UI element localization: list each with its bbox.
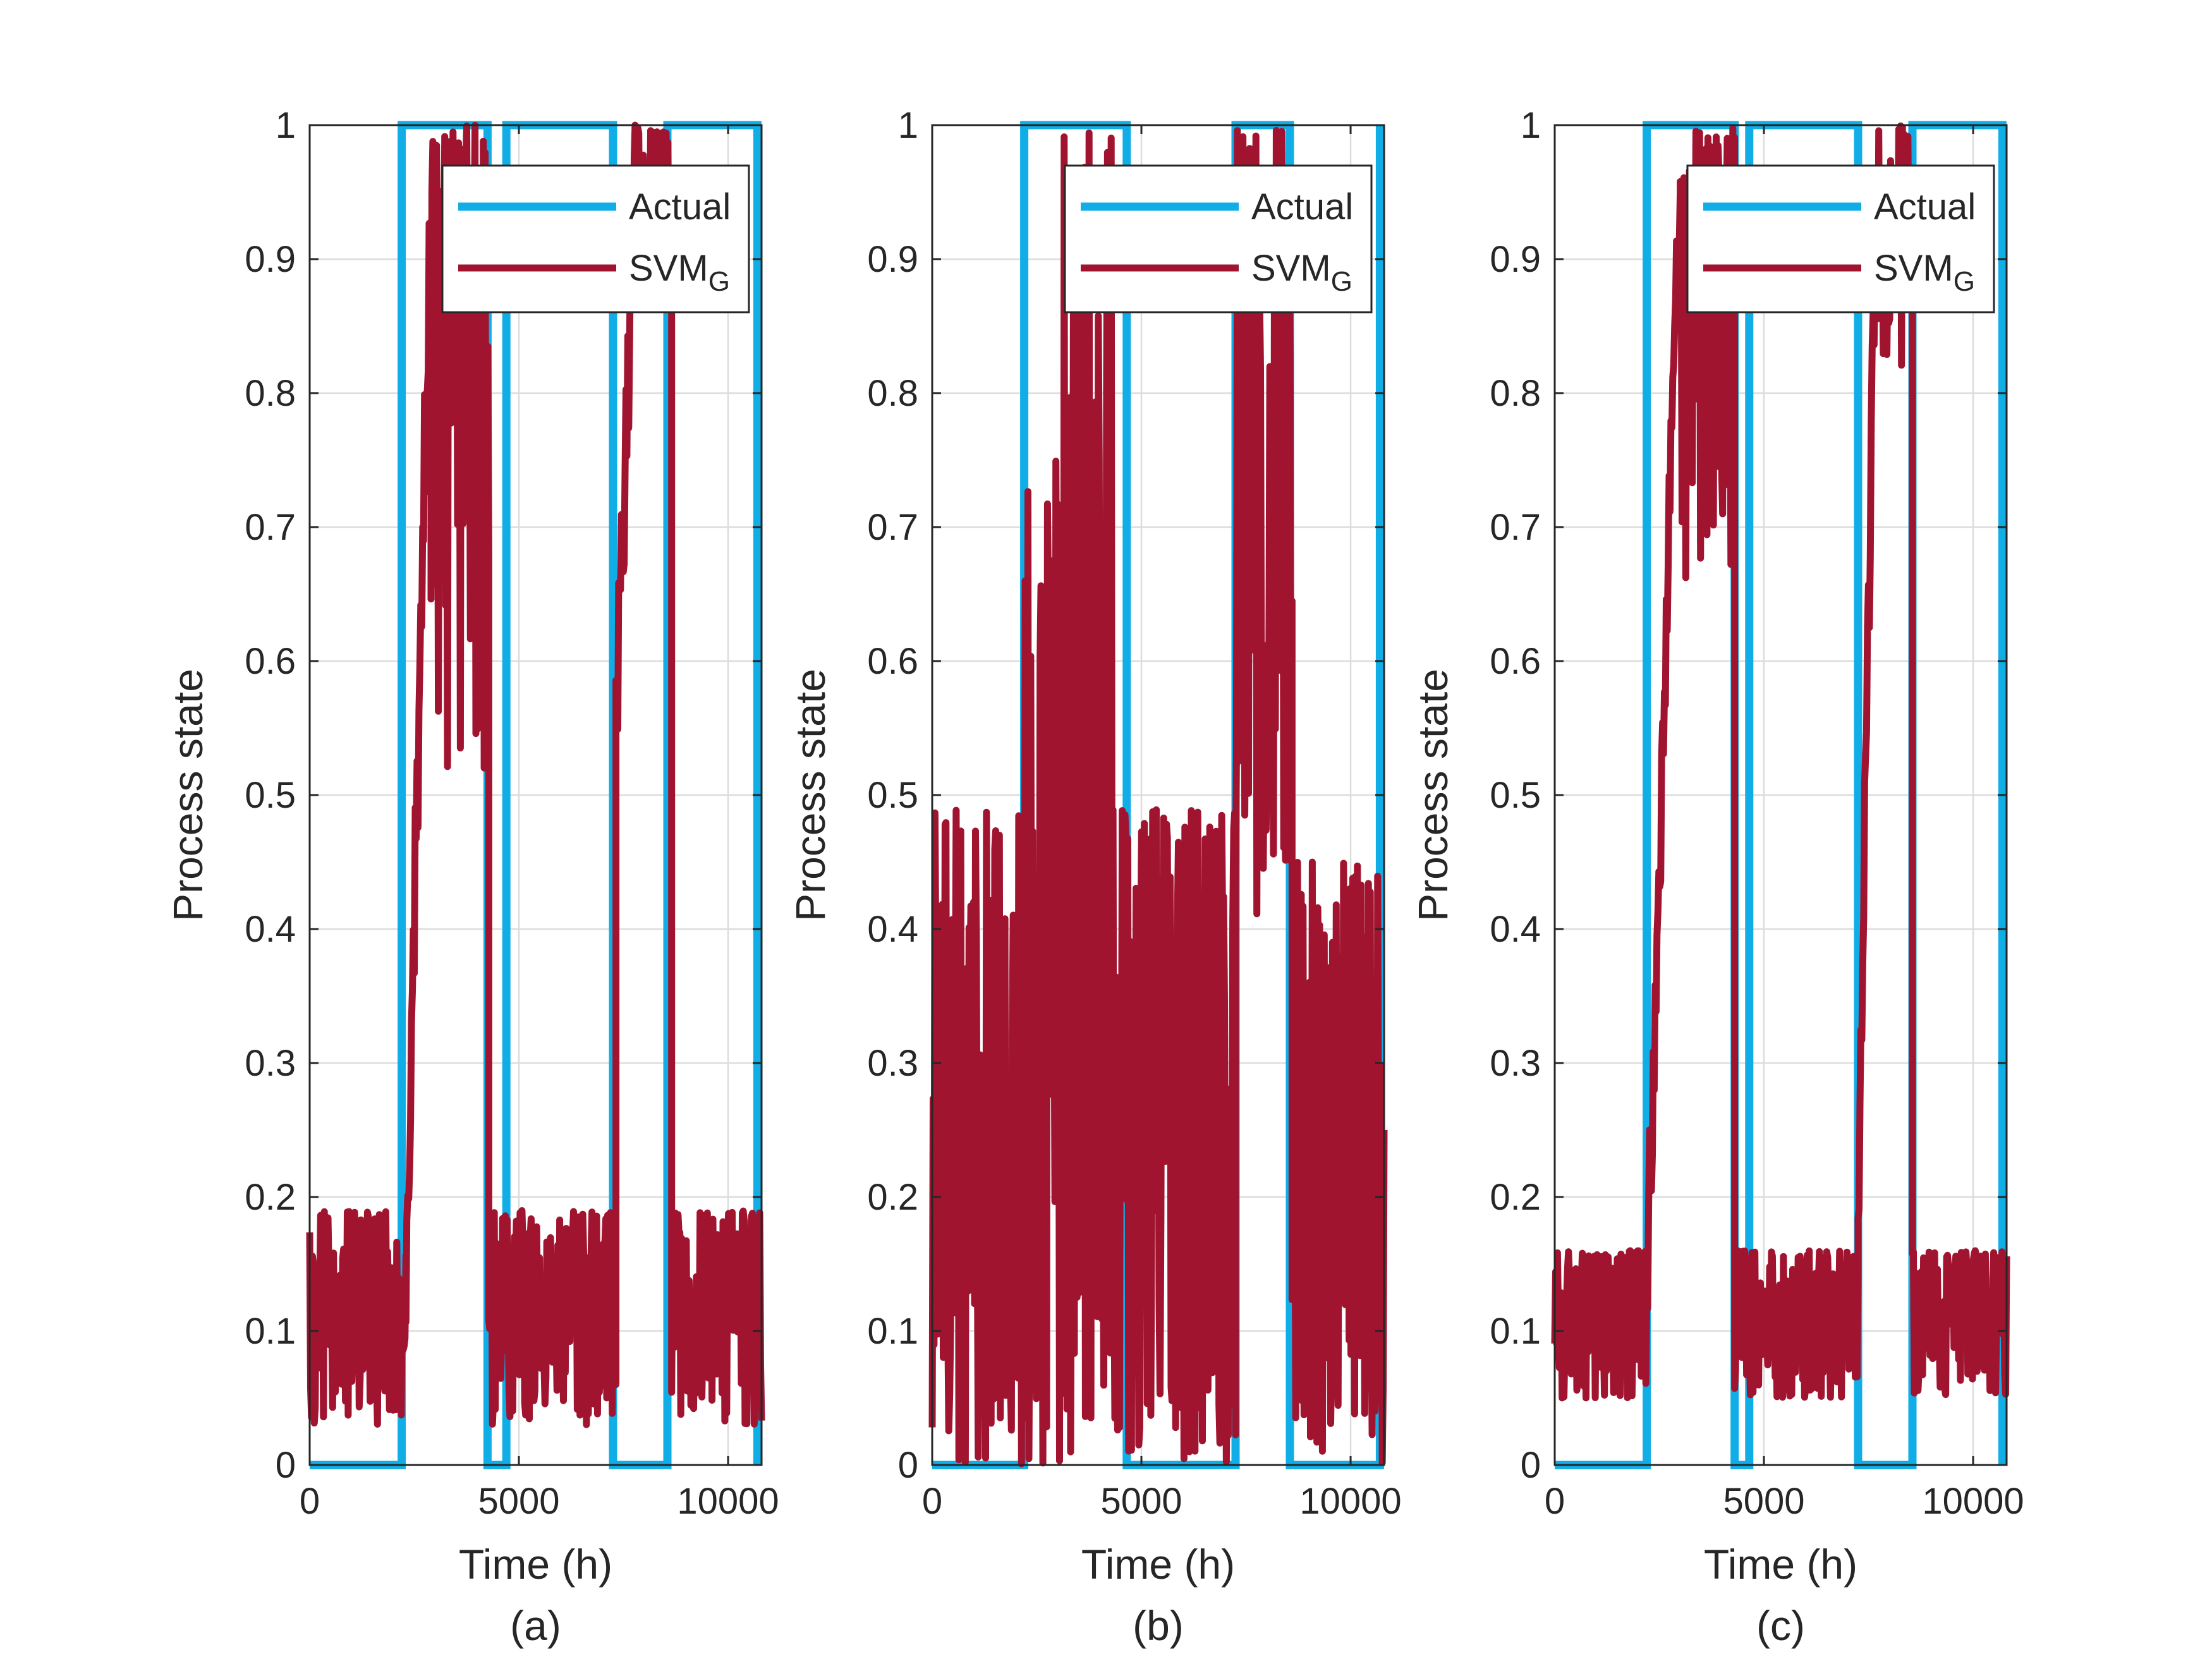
y-tick-label: 0.6 — [867, 641, 918, 682]
y-tick-label: 0 — [1521, 1445, 1541, 1486]
y-tick-label: 0.9 — [867, 239, 918, 280]
y-tick-label: 0 — [898, 1445, 918, 1486]
legend-entry-label: SVMG — [1874, 248, 1975, 297]
y-tick-label: 0 — [276, 1445, 296, 1486]
x-tick-label: 10000 — [677, 1481, 779, 1522]
y-axis-label: Process state — [164, 669, 211, 921]
y-tick-label: 0.6 — [245, 641, 296, 682]
legend: Actual SVMG — [1064, 164, 1373, 313]
y-tick-label: 0.7 — [1490, 507, 1541, 548]
x-tick-label: 5000 — [1723, 1481, 1805, 1522]
legend-label-text: SVM — [1251, 248, 1331, 289]
legend-label-subscript: G — [1954, 266, 1975, 297]
y-tick-label: 0.4 — [1490, 909, 1541, 950]
y-tick-label: 0.8 — [245, 373, 296, 414]
x-tick-label: 0 — [1545, 1481, 1565, 1522]
legend-label-subscript: G — [708, 266, 730, 297]
series-svm-line — [928, 127, 1388, 1468]
y-tick-label: 0.9 — [1490, 239, 1541, 280]
y-tick-label: 0.1 — [867, 1311, 918, 1352]
legend: Actual SVMG — [441, 164, 750, 313]
x-axis-label: Time (h) — [1704, 1541, 1857, 1588]
y-tick-label: 0.8 — [1490, 373, 1541, 414]
y-tick-label: 0.2 — [1490, 1177, 1541, 1218]
x-tick-label: 10000 — [1299, 1481, 1401, 1522]
panel-label: (b) — [1133, 1602, 1184, 1649]
legend-label-text: Actual — [1251, 186, 1353, 228]
panel-label: (a) — [510, 1602, 561, 1649]
y-tick-label: 0.2 — [245, 1177, 296, 1218]
legend-label-text: SVM — [1874, 248, 1954, 289]
legend-entry-label: Actual — [1874, 186, 1976, 228]
y-tick-label: 0.4 — [245, 909, 296, 950]
y-tick-label: 0.7 — [245, 507, 296, 548]
y-tick-label: 0.9 — [245, 239, 296, 280]
legend-box — [1686, 164, 1995, 313]
x-tick-label: 0 — [922, 1481, 942, 1522]
y-tick-label: 1 — [1521, 105, 1541, 146]
legend-entry-label: Actual — [629, 186, 731, 228]
y-tick-label: 1 — [276, 105, 296, 146]
x-tick-label: 10000 — [1922, 1481, 2024, 1522]
legend-entry-label: SVMG — [1251, 248, 1352, 297]
legend-label-text: SVM — [629, 248, 708, 289]
chart-panel-c: 0 0.1 0.2 0.3 0.4 0.5 0.6 0.7 0.8 0.9 1 0 5000 10000 T… — [1409, 105, 2024, 1649]
x-tick-label: 5000 — [478, 1481, 560, 1522]
legend-label-subscript: G — [1331, 266, 1352, 297]
y-tick-label: 0.3 — [245, 1043, 296, 1084]
y-tick-label: 0.8 — [867, 373, 918, 414]
panel-label: (c) — [1756, 1602, 1805, 1649]
y-tick-label: 0.5 — [245, 775, 296, 816]
series-svm-line — [1551, 122, 2010, 1402]
y-tick-label: 1 — [898, 105, 918, 146]
x-tick-label: 0 — [300, 1481, 320, 1522]
legend-box — [1064, 164, 1373, 313]
chart-panel-b: 0 0.1 0.2 0.3 0.4 0.5 0.6 0.7 0.8 0.9 1 0 5000 10000 T… — [787, 105, 1402, 1649]
y-tick-label: 0.6 — [1490, 641, 1541, 682]
legend-box — [441, 164, 750, 313]
chart-panel-a: 0 0.1 0.2 0.3 0.4 0.5 0.6 0.7 0.8 0.9 1 0 5000 10000 T… — [164, 105, 779, 1649]
y-tick-label: 0.1 — [1490, 1311, 1541, 1352]
legend: Actual SVMG — [1686, 164, 1995, 313]
y-tick-label: 0.2 — [867, 1177, 918, 1218]
y-tick-label: 0.3 — [1490, 1043, 1541, 1084]
y-tick-label: 0.7 — [867, 507, 918, 548]
x-axis-label: Time (h) — [459, 1541, 612, 1588]
legend-label-text: Actual — [629, 186, 731, 228]
y-tick-label: 0.5 — [1490, 775, 1541, 816]
series-svm-line — [306, 121, 765, 1428]
y-tick-label: 0.3 — [867, 1043, 918, 1084]
y-axis-label: Process state — [787, 669, 834, 921]
x-tick-label: 5000 — [1101, 1481, 1182, 1522]
y-axis-label: Process state — [1409, 669, 1456, 921]
legend-entry-label: SVMG — [629, 248, 730, 297]
legend-entry-label: Actual — [1251, 186, 1353, 228]
y-tick-label: 0.4 — [867, 909, 918, 950]
legend-label-text: Actual — [1874, 186, 1976, 228]
y-tick-label: 0.5 — [867, 775, 918, 816]
x-axis-label: Time (h) — [1081, 1541, 1235, 1588]
y-tick-label: 0.1 — [245, 1311, 296, 1352]
